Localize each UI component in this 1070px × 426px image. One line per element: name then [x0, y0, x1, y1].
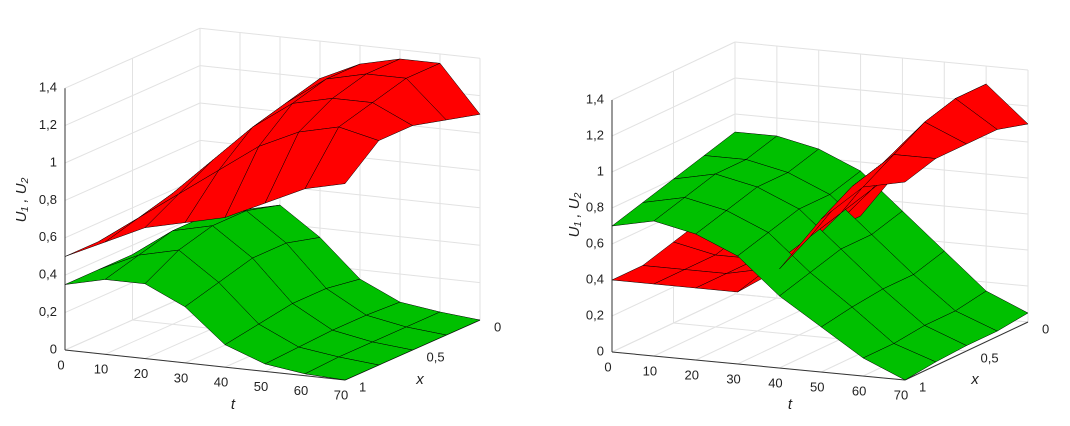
z-tick-label: 1,4: [39, 80, 57, 95]
t-tick-label: 40: [214, 375, 228, 390]
t-tick-label: 60: [852, 383, 866, 398]
axis-label: t: [788, 396, 793, 413]
t-tick-label: 60: [294, 383, 308, 398]
x-tick-label: 0,5: [427, 349, 445, 364]
t-tick-label: 30: [174, 370, 188, 385]
x-tick-label: 0,5: [981, 350, 999, 365]
x-tick-label: 0: [1042, 321, 1049, 336]
z-tick-label: 0,6: [586, 235, 604, 250]
z-tick-label: 0,2: [39, 304, 57, 319]
t-tick-label: 70: [334, 387, 348, 402]
axis-line: [64, 349, 346, 381]
t-tick-label: 10: [643, 363, 657, 378]
t-tick-label: 0: [604, 359, 611, 374]
grid-line: [64, 27, 201, 89]
t-tick-label: 0: [57, 357, 64, 372]
surface-cell: [64, 217, 139, 257]
surface-cell: [304, 126, 379, 189]
x-tick-label: 1: [919, 379, 926, 394]
z-tick-label: 1,2: [586, 127, 604, 142]
axis-label: U₁ , U₂: [13, 177, 30, 222]
x-tick-label: 1: [359, 379, 366, 394]
x-tick-label: 0: [494, 319, 501, 334]
t-tick-label: 10: [94, 362, 108, 377]
axis-line: [611, 351, 906, 381]
surface-plot: 0 0,2 0,4 0,6 0,8 1 1,2 1,4 0 10 20 30 40 50 60 70 0 0,5 1…: [566, 41, 1049, 413]
z-tick-label: 0,2: [586, 307, 604, 322]
grid-line: [199, 27, 481, 59]
z-tick-label: 0,8: [39, 192, 57, 207]
z-tick-label: 0: [597, 343, 604, 358]
z-tick-label: 0,4: [586, 271, 604, 286]
surface-cell: [304, 356, 379, 381]
axis-label: x: [415, 371, 424, 388]
axis-line: [904, 321, 1029, 381]
z-tick-label: 0,8: [586, 199, 604, 214]
axis-label: x: [970, 371, 979, 388]
t-tick-label: 40: [768, 375, 782, 390]
grid-line: [734, 41, 1029, 71]
surface-plot: 0 0,2 0,4 0,6 0,8 1 1,2 1,4 0 10 20 30 40 50 60 70 0 0,5 1…: [13, 27, 501, 413]
z-tick-label: 0,6: [39, 229, 57, 244]
t-tick-label: 20: [684, 367, 698, 382]
t-tick-label: 20: [134, 366, 148, 381]
t-tick-label: 50: [810, 379, 824, 394]
t-tick-label: 70: [894, 387, 908, 402]
z-tick-label: 1,2: [39, 117, 57, 132]
t-tick-label: 50: [254, 379, 268, 394]
axis-label: t: [231, 396, 236, 413]
surface-cell: [862, 154, 936, 188]
z-tick-label: 0,4: [39, 267, 57, 282]
z-tick-label: 1,4: [586, 91, 604, 106]
axis-label: U₁ , U₂: [566, 192, 583, 237]
z-tick-label: 1: [597, 163, 604, 178]
surface-cell: [862, 343, 936, 381]
z-tick-label: 1: [50, 154, 57, 169]
t-tick-label: 30: [726, 371, 740, 386]
z-tick-label: 0: [50, 341, 57, 356]
